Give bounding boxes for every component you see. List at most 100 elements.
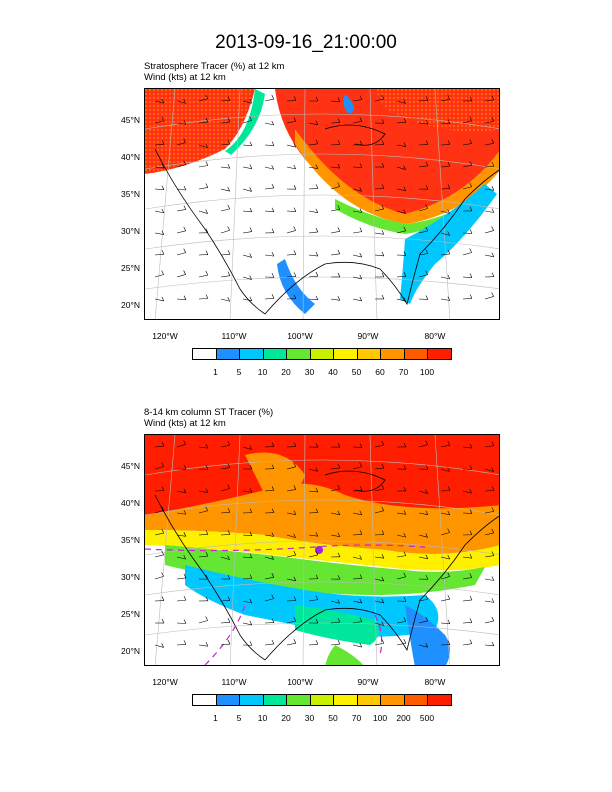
wind-barb bbox=[462, 120, 472, 124]
wind-barb-flag bbox=[381, 621, 384, 626]
wind-barb-flag bbox=[227, 297, 230, 302]
wind-barb-flag bbox=[491, 486, 495, 491]
wind-barb bbox=[462, 252, 472, 256]
wind-barb-flag bbox=[381, 94, 385, 100]
colorbar-label: 70 bbox=[398, 367, 409, 377]
wind-barb-flag bbox=[249, 207, 253, 212]
wind-barb-flag bbox=[293, 533, 296, 538]
wind-barb bbox=[154, 445, 164, 448]
wind-barb bbox=[330, 467, 340, 470]
wind-barb-flag bbox=[491, 208, 495, 213]
wind-barb-flag bbox=[381, 272, 385, 278]
wind-barb bbox=[198, 446, 208, 449]
wind-barb-flag bbox=[293, 185, 297, 190]
wind-barb-flag bbox=[337, 272, 341, 278]
wind-barb bbox=[396, 121, 406, 124]
wind-barb bbox=[176, 644, 186, 646]
wind-barb-flag bbox=[315, 139, 319, 144]
wind-barb bbox=[418, 512, 428, 516]
wind-barb-flag bbox=[447, 486, 451, 491]
wind-barb bbox=[220, 100, 231, 102]
wind-barb bbox=[418, 620, 428, 624]
colorbar-swatch bbox=[333, 348, 358, 360]
wind-barb bbox=[242, 534, 252, 537]
panel1-lat-30: 30°N bbox=[121, 226, 140, 236]
wind-barb bbox=[352, 490, 363, 492]
wind-barb-flag bbox=[161, 618, 165, 624]
wind-barb-flag bbox=[315, 550, 319, 556]
wind-barb-flag bbox=[227, 117, 231, 123]
wind-barb-flag bbox=[315, 467, 318, 472]
wind-barb bbox=[374, 622, 384, 626]
panel1-subtitle-tracer: Stratosphere Tracer (%) at 12 km bbox=[144, 61, 285, 72]
colorbar-label: 5 bbox=[236, 367, 242, 377]
wind-barb-flag bbox=[403, 486, 407, 492]
wind-barb-flag bbox=[469, 443, 473, 449]
wind-barb-flag bbox=[271, 573, 275, 578]
wind-barb bbox=[264, 210, 274, 213]
colorbar-swatch bbox=[286, 348, 311, 360]
wind-barb bbox=[352, 99, 362, 102]
wind-barb bbox=[484, 143, 494, 146]
wind-barb bbox=[374, 556, 384, 559]
wind-barb-flag bbox=[491, 467, 494, 472]
wind-barb-flag bbox=[227, 140, 231, 145]
wind-barb-flag bbox=[491, 226, 494, 231]
wind-barb-flag bbox=[469, 116, 472, 121]
wind-barb bbox=[286, 144, 296, 148]
wind-barb-flag bbox=[447, 274, 451, 280]
panel2-lon-80: 80°W bbox=[424, 677, 446, 687]
wind-barb-flag bbox=[381, 294, 385, 300]
wind-barb-flag bbox=[403, 297, 406, 302]
wind-barb-flag bbox=[491, 139, 495, 144]
colorbar-swatch bbox=[192, 694, 217, 706]
wind-barb bbox=[440, 622, 450, 625]
wind-barb bbox=[484, 578, 494, 581]
panel1-tracer-dotted-east bbox=[375, 89, 499, 132]
wind-barb bbox=[440, 598, 450, 602]
wind-barb-flag bbox=[447, 594, 451, 600]
wind-barb-flag bbox=[293, 164, 297, 170]
wind-barb bbox=[154, 532, 164, 536]
panel1-lon-90: 90°W bbox=[357, 331, 379, 341]
wind-barb-flag bbox=[491, 252, 495, 257]
wind-barb bbox=[330, 488, 340, 492]
wind-barb bbox=[396, 210, 406, 214]
wind-barb-flag bbox=[425, 96, 429, 101]
wind-barb-flag bbox=[447, 640, 451, 645]
wind-barb bbox=[418, 556, 428, 560]
wind-barb bbox=[484, 120, 494, 124]
panel2-tracer-patch-orange bbox=[245, 452, 305, 498]
wind-barb-flag bbox=[205, 183, 209, 188]
wind-barb bbox=[220, 298, 230, 302]
wind-barb bbox=[374, 578, 384, 582]
wind-barb-flag bbox=[293, 576, 297, 581]
wind-barb bbox=[220, 275, 230, 278]
wind-barb-flag bbox=[381, 484, 385, 490]
wind-barb bbox=[352, 466, 362, 470]
wind-barb bbox=[176, 252, 186, 256]
wind-barb-flag bbox=[249, 116, 252, 121]
wind-barb-flag bbox=[469, 248, 472, 253]
wind-barb bbox=[330, 166, 340, 169]
wind-barb bbox=[396, 576, 406, 580]
wind-barb-flag bbox=[161, 528, 165, 534]
wind-barb-flag bbox=[469, 618, 473, 623]
colorbar-label: 20 bbox=[281, 713, 291, 723]
wind-barb-flag bbox=[403, 251, 407, 256]
wind-barb bbox=[440, 444, 450, 448]
wind-barb bbox=[396, 188, 406, 192]
wind-barb-flag bbox=[447, 441, 451, 446]
wind-barb bbox=[264, 166, 274, 170]
wind-barb-flag bbox=[359, 252, 363, 258]
wind-barb-flag bbox=[403, 551, 407, 556]
wind-barb bbox=[330, 534, 340, 537]
wind-barb-flag bbox=[469, 639, 473, 644]
wind-barb-flag bbox=[469, 161, 473, 166]
wind-barb-flag bbox=[205, 228, 209, 233]
wind-barb-flag bbox=[403, 572, 406, 577]
wind-barb bbox=[154, 120, 164, 124]
wind-barb-flag bbox=[249, 620, 253, 626]
wind-barb-flag bbox=[161, 163, 165, 169]
wind-barb-flag bbox=[205, 465, 209, 470]
